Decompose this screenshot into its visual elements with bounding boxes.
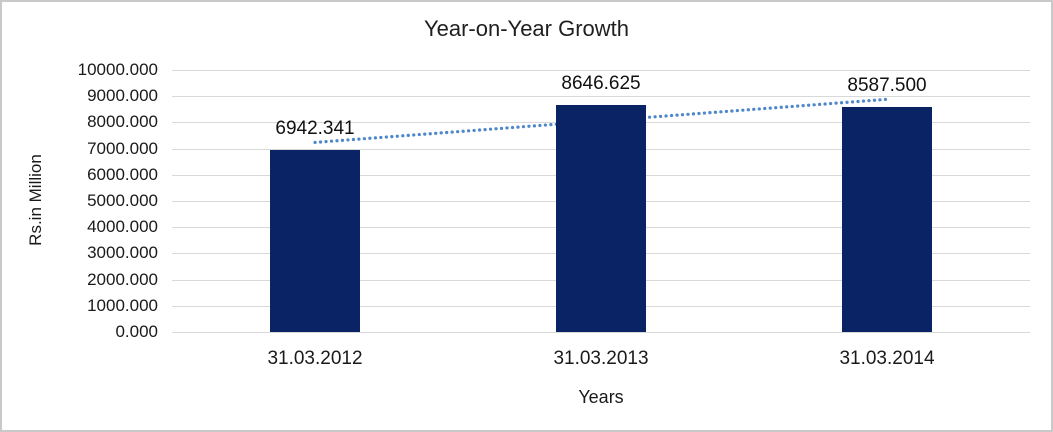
y-tick-label: 10000.000 (77, 60, 158, 79)
y-tick-label: 1000.000 (87, 295, 158, 315)
bar-value-label: 8587.500 (847, 75, 927, 96)
bar (556, 105, 646, 332)
y-tick-label: 7000.000 (87, 138, 158, 158)
plot-area: 6942.341 8646.625 8587.500 (172, 70, 1030, 333)
x-tick-label: 31.03.2012 (267, 348, 363, 369)
x-tick-label: 31.03.2013 (553, 348, 649, 369)
bar-value-label: 6942.341 (275, 118, 355, 140)
y-tick-label: 9000.000 (87, 86, 158, 106)
y-tick-label: 0.000 (115, 322, 158, 341)
bar (842, 107, 932, 332)
gridline (172, 70, 1030, 71)
y-tick-label: 2000.000 (87, 269, 158, 289)
chart-title: Year-on-Year Growth (423, 16, 630, 41)
y-tick-label: 3000.000 (87, 243, 158, 263)
gridline (172, 332, 1030, 333)
bar (270, 150, 360, 332)
x-tick-label: 31.03.2014 (839, 348, 935, 369)
y-tick-label: 8000.000 (87, 112, 158, 132)
x-axis-title: Years (578, 387, 624, 407)
y-tick-label: 4000.000 (87, 217, 158, 237)
y-axis-title: Rs.in Million (26, 154, 45, 246)
bar-value-label: 8646.625 (561, 73, 641, 95)
gridline (172, 96, 1030, 98)
y-tick-label: 6000.000 (87, 164, 158, 184)
y-tick-label: 5000.000 (87, 191, 158, 210)
